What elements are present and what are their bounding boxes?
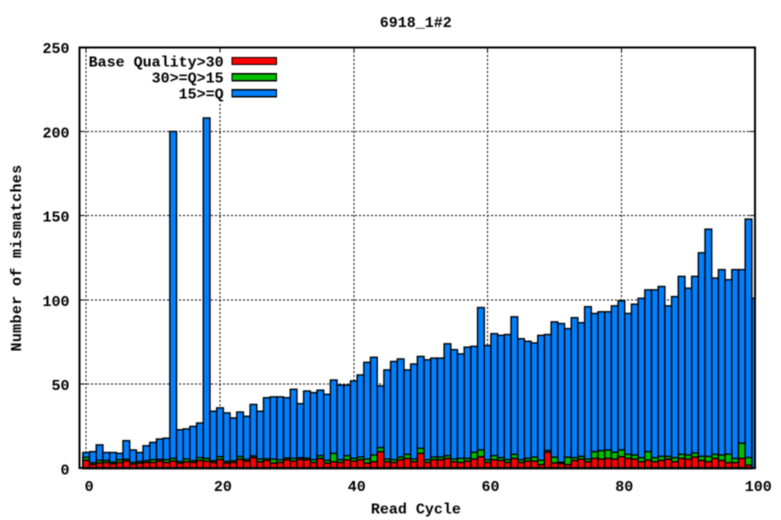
svg-text:40: 40 <box>348 479 366 496</box>
svg-text:100: 100 <box>745 479 772 496</box>
svg-text:150: 150 <box>42 210 69 227</box>
svg-text:200: 200 <box>42 125 69 142</box>
svg-text:250: 250 <box>42 41 69 58</box>
svg-text:80: 80 <box>615 479 633 496</box>
svg-text:50: 50 <box>51 378 69 395</box>
svg-text:100: 100 <box>42 294 69 311</box>
svg-text:Number of mismatches: Number of mismatches <box>9 164 26 351</box>
svg-text:20: 20 <box>214 479 232 496</box>
svg-text:15>=Q: 15>=Q <box>179 86 224 103</box>
svg-text:60: 60 <box>481 479 499 496</box>
svg-text:30>=Q>15: 30>=Q>15 <box>152 70 224 87</box>
svg-text:6918_1#2: 6918_1#2 <box>380 15 452 32</box>
svg-text:Base Quality>30: Base Quality>30 <box>89 55 224 72</box>
svg-text:0: 0 <box>60 463 69 480</box>
svg-text:0: 0 <box>85 479 94 496</box>
svg-text:Read Cycle: Read Cycle <box>371 502 461 519</box>
